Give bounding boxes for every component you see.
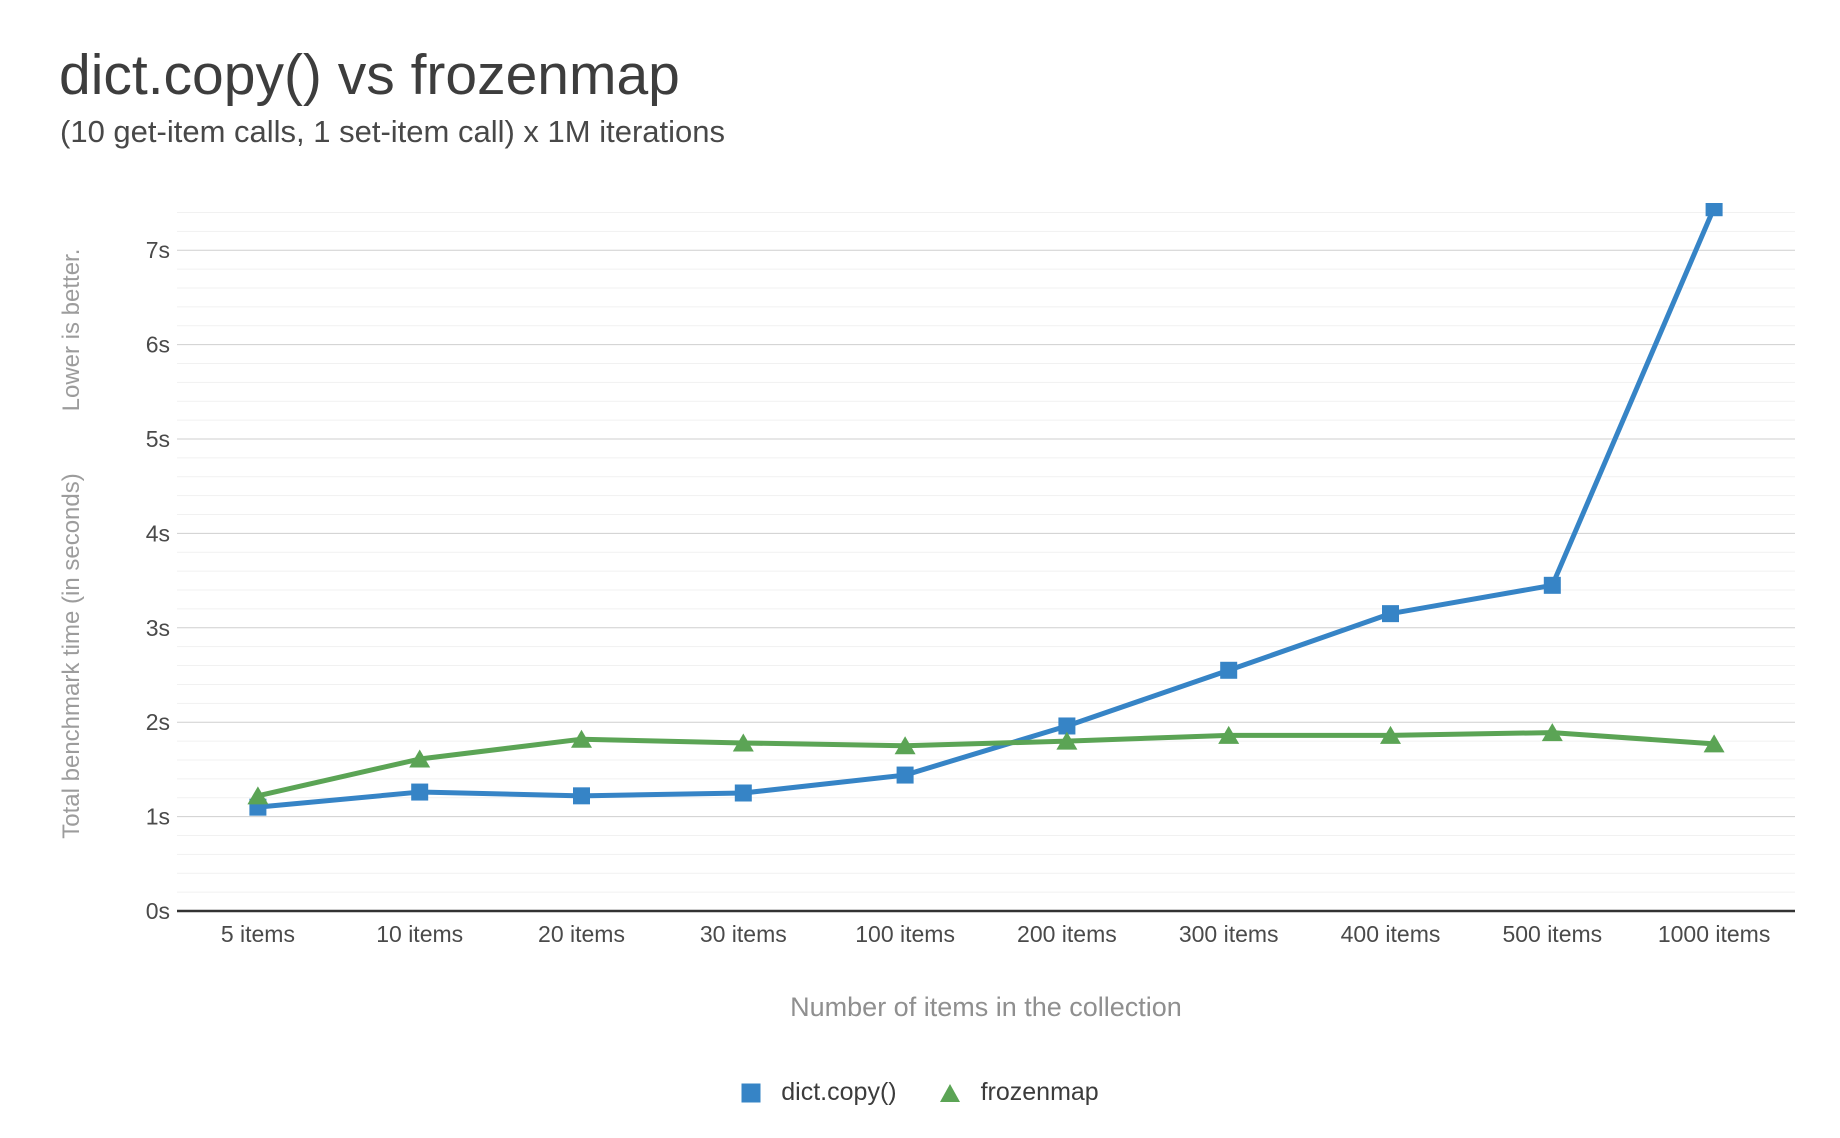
- y-tick-label: 3s: [146, 615, 170, 641]
- x-tick-label: 400 items: [1341, 921, 1441, 947]
- legend-item-frozenmap: frozenmap: [939, 1078, 1099, 1107]
- data-point-marker[interactable]: [409, 749, 431, 768]
- data-point-marker[interactable]: [896, 766, 914, 784]
- y-axis-title: Total benchmark time (in seconds): [58, 473, 85, 839]
- data-point-marker[interactable]: [411, 783, 429, 801]
- y-tick-label: 6s: [146, 332, 170, 358]
- data-point-marker[interactable]: [573, 787, 590, 805]
- data-point-marker[interactable]: [734, 784, 752, 802]
- data-point-marker[interactable]: [1543, 576, 1561, 594]
- y-tick-label: 2s: [146, 709, 170, 735]
- x-tick-label: 30 items: [700, 921, 787, 947]
- data-point-marker[interactable]: [1541, 723, 1563, 742]
- series-group: [247, 199, 1725, 816]
- data-point-marker[interactable]: [1218, 725, 1240, 744]
- y-axis-note: Lower is better.: [58, 248, 85, 412]
- y-tick-label: 0s: [146, 898, 170, 924]
- y-tick-label: 5s: [146, 426, 170, 452]
- data-point-marker[interactable]: [1220, 661, 1238, 679]
- chart-subtitle: (10 get-item calls, 1 set-item call) x 1…: [60, 114, 725, 149]
- data-point-marker[interactable]: [1703, 734, 1725, 753]
- legend-item-dict-copy: dict.copy(): [741, 1078, 897, 1107]
- x-tick-label: 300 items: [1179, 921, 1279, 947]
- legend-label: frozenmap: [980, 1078, 1099, 1106]
- square-marker-icon: [741, 1083, 761, 1102]
- data-point-marker[interactable]: [1705, 199, 1723, 217]
- x-tick-label: 5 items: [221, 921, 295, 947]
- x-tick-label: 1000 items: [1658, 921, 1771, 947]
- x-tick-label: 10 items: [376, 921, 463, 947]
- x-tick-label: 500 items: [1502, 921, 1602, 947]
- triangle-marker-icon: [939, 1083, 960, 1102]
- series-line-frozenmap: [257, 730, 1715, 799]
- y-tick-label: 4s: [146, 520, 170, 546]
- data-point-marker[interactable]: [1058, 717, 1076, 735]
- data-point-marker[interactable]: [571, 729, 592, 748]
- x-tick-label: 200 items: [1017, 921, 1117, 947]
- data-point-marker[interactable]: [247, 786, 269, 805]
- data-point-marker[interactable]: [732, 733, 754, 752]
- data-point-marker[interactable]: [1382, 605, 1399, 623]
- legend: dict.copy() frozenmap: [0, 1078, 1840, 1107]
- series-line-dictcopy: [257, 206, 1717, 810]
- legend-label: dict.copy(): [781, 1078, 897, 1106]
- x-axis-title: Number of items in the collection: [790, 992, 1182, 1022]
- x-tick-label: 20 items: [538, 921, 625, 947]
- chart-title: dict.copy() vs frozenmap: [59, 43, 680, 107]
- data-point-marker[interactable]: [894, 736, 916, 755]
- y-tick-label: 7s: [146, 237, 170, 263]
- data-point-marker[interactable]: [1380, 725, 1401, 744]
- y-tick-label: 1s: [146, 804, 170, 830]
- x-tick-label: 100 items: [855, 921, 955, 947]
- data-point-marker[interactable]: [1056, 731, 1078, 750]
